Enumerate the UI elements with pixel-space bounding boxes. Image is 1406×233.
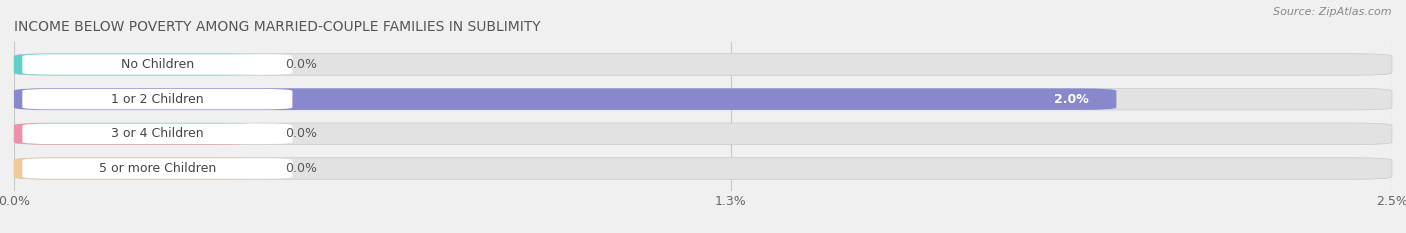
FancyBboxPatch shape [22,158,292,179]
FancyBboxPatch shape [14,123,1392,145]
Text: No Children: No Children [121,58,194,71]
FancyBboxPatch shape [14,123,257,145]
FancyBboxPatch shape [22,54,292,75]
Text: 1 or 2 Children: 1 or 2 Children [111,93,204,106]
FancyBboxPatch shape [22,89,292,109]
Text: Source: ZipAtlas.com: Source: ZipAtlas.com [1274,7,1392,17]
FancyBboxPatch shape [14,158,1392,179]
FancyBboxPatch shape [22,124,292,144]
Text: 5 or more Children: 5 or more Children [98,162,217,175]
Text: 3 or 4 Children: 3 or 4 Children [111,127,204,140]
FancyBboxPatch shape [14,54,1392,75]
Text: INCOME BELOW POVERTY AMONG MARRIED-COUPLE FAMILIES IN SUBLIMITY: INCOME BELOW POVERTY AMONG MARRIED-COUPL… [14,20,541,34]
Text: 2.0%: 2.0% [1054,93,1088,106]
FancyBboxPatch shape [14,88,1392,110]
Text: 0.0%: 0.0% [285,127,318,140]
FancyBboxPatch shape [14,158,257,179]
FancyBboxPatch shape [14,88,1116,110]
FancyBboxPatch shape [14,54,257,75]
Text: 0.0%: 0.0% [285,58,318,71]
Text: 0.0%: 0.0% [285,162,318,175]
